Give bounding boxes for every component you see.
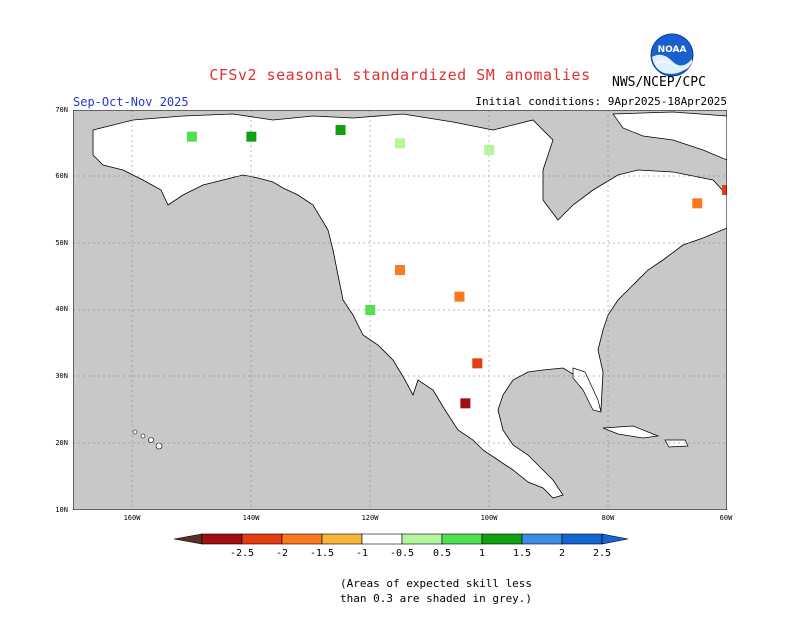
anomaly-cell bbox=[722, 185, 727, 195]
hawaii-islands bbox=[132, 429, 163, 450]
colorbar-swatch bbox=[521, 533, 563, 545]
colorbar-arrow-high bbox=[601, 533, 628, 545]
skill-note-line1: (Areas of expected skill less bbox=[340, 577, 533, 590]
lat-label-70n: 70N bbox=[55, 106, 68, 114]
florida bbox=[572, 367, 602, 413]
anomaly-cell bbox=[395, 265, 405, 275]
svg-text:NOAA: NOAA bbox=[658, 45, 687, 55]
anomaly-cell bbox=[460, 398, 471, 409]
north-america-land bbox=[92, 113, 727, 499]
anomaly-cell bbox=[186, 131, 197, 142]
colorbar-label: -0.5 bbox=[389, 548, 415, 559]
noaa-logo-icon: NOAA bbox=[650, 33, 694, 77]
colorbar-swatch bbox=[441, 533, 483, 545]
skill-note-line2: than 0.3 are shaded in grey.) bbox=[340, 592, 533, 605]
colorbar-arrow-low bbox=[173, 533, 203, 545]
agency-label: NWS/NCEP/CPC bbox=[612, 75, 706, 90]
map-gridlines bbox=[73, 110, 727, 510]
colorbar-label: 2.5 bbox=[592, 548, 612, 559]
lat-label-60n: 60N bbox=[55, 172, 68, 180]
colorbar-swatches bbox=[173, 533, 628, 545]
lat-label-30n: 30N bbox=[55, 372, 68, 380]
anomaly-cells bbox=[186, 125, 727, 409]
anomaly-cell bbox=[692, 198, 703, 209]
colorbar-label: -2 bbox=[275, 548, 289, 559]
colorbar-label: 1.5 bbox=[512, 548, 532, 559]
colorbar-swatch bbox=[481, 533, 523, 545]
colorbar-swatch bbox=[401, 533, 443, 545]
lon-label-120w: 120W bbox=[361, 514, 379, 522]
lon-label-160w: 160W bbox=[123, 514, 141, 522]
hispaniola bbox=[664, 439, 689, 448]
lat-label-20n: 20N bbox=[55, 439, 68, 447]
lon-label-140w: 140W bbox=[242, 514, 260, 522]
colorbar-label: 0.5 bbox=[432, 548, 452, 559]
colorbar-swatch bbox=[361, 533, 403, 545]
lon-label-60w: 60W bbox=[719, 514, 733, 522]
anomaly-cell bbox=[365, 305, 376, 315]
colorbar-label: -1.5 bbox=[309, 548, 335, 559]
cuba bbox=[602, 425, 660, 439]
colorbar-label: -1 bbox=[355, 548, 369, 559]
colorbar-swatch bbox=[321, 533, 363, 545]
lon-label-100w: 100W bbox=[480, 514, 498, 522]
anomaly-cell bbox=[454, 291, 465, 302]
anomaly-cell bbox=[472, 358, 483, 369]
colorbar-label: 2 bbox=[558, 548, 566, 559]
lon-label-80w: 80W bbox=[601, 514, 615, 522]
colorbar-label: 1 bbox=[478, 548, 486, 559]
anomaly-cell bbox=[335, 125, 346, 135]
initial-conditions-label: Initial conditions: 9Apr2025-18Apr2025 bbox=[475, 95, 727, 108]
colorbar-swatch bbox=[561, 533, 603, 545]
anomaly-map bbox=[73, 110, 727, 510]
colorbar bbox=[173, 533, 628, 545]
arctic-islands bbox=[612, 111, 727, 161]
chart-title: CFSv2 seasonal standardized SM anomalies bbox=[209, 66, 591, 84]
colorbar-swatch bbox=[201, 533, 243, 545]
colorbar-swatch bbox=[241, 533, 283, 545]
lat-label-40n: 40N bbox=[55, 305, 68, 313]
anomaly-cell bbox=[246, 131, 257, 142]
lat-label-10n: 10N bbox=[55, 506, 68, 514]
season-label: Sep-Oct-Nov 2025 bbox=[73, 95, 189, 109]
skill-note: (Areas of expected skill less than 0.3 a… bbox=[340, 576, 532, 606]
anomaly-cell bbox=[484, 145, 495, 155]
colorbar-swatch bbox=[281, 533, 323, 545]
colorbar-label: -2.5 bbox=[229, 548, 255, 559]
anomaly-cell bbox=[395, 138, 405, 149]
lat-label-50n: 50N bbox=[55, 239, 68, 247]
